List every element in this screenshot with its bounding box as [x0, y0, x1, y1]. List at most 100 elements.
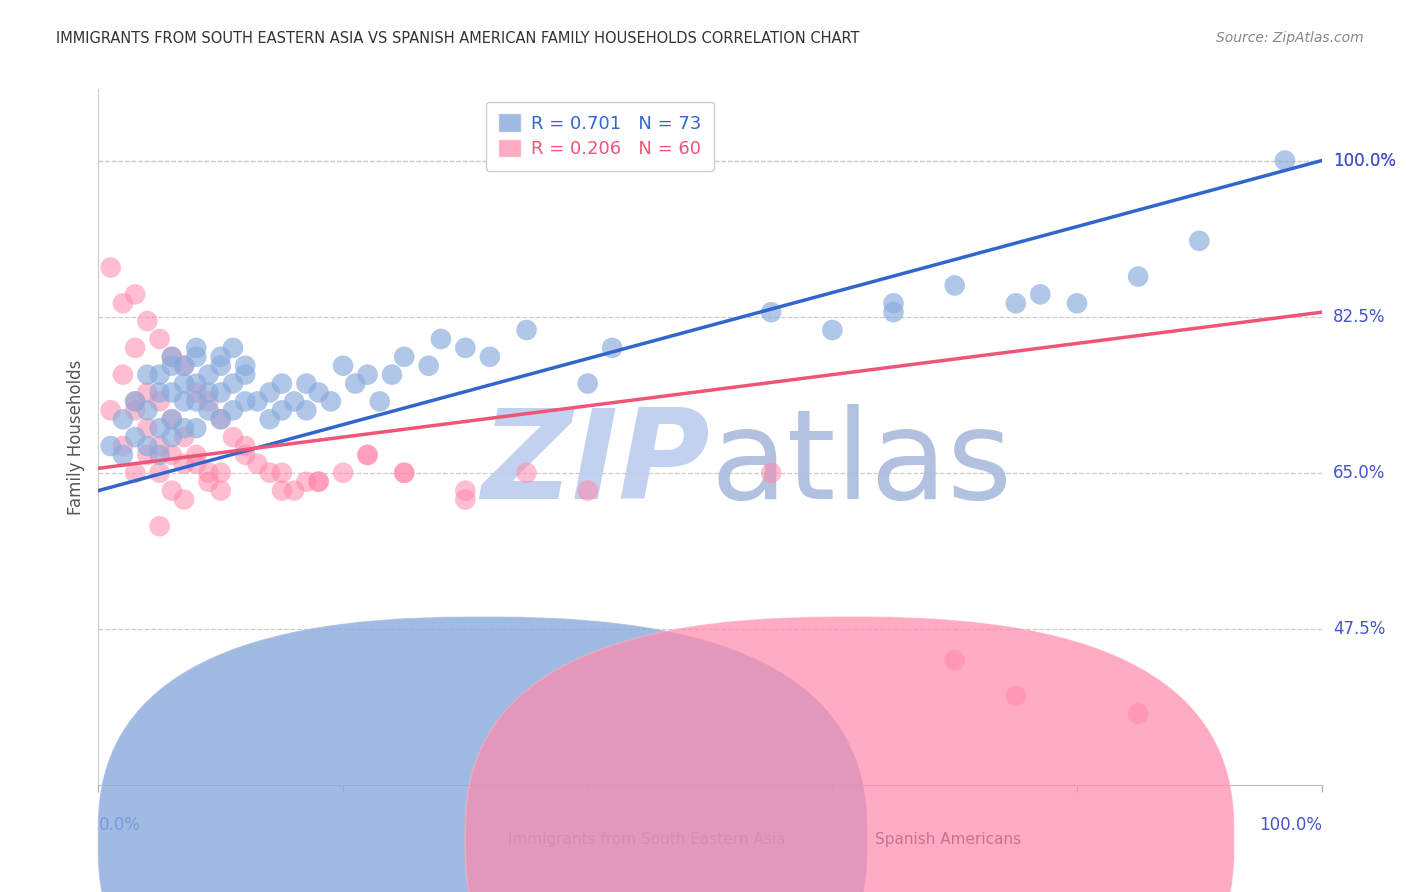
- Point: [160, 448, 183, 462]
- Point: [576, 376, 599, 391]
- Point: [222, 403, 245, 417]
- Point: [454, 483, 477, 498]
- Point: [186, 457, 208, 471]
- Point: [173, 359, 195, 373]
- Point: [344, 376, 367, 391]
- Text: Spanish Americans: Spanish Americans: [875, 831, 1021, 847]
- Point: [381, 368, 404, 382]
- Point: [173, 376, 195, 391]
- Point: [283, 394, 305, 409]
- Point: [149, 466, 172, 480]
- Point: [283, 483, 305, 498]
- Point: [124, 394, 146, 409]
- Text: 100.0%: 100.0%: [1333, 152, 1396, 169]
- Point: [124, 341, 146, 355]
- Point: [233, 448, 256, 462]
- Point: [197, 368, 219, 382]
- Point: [430, 332, 453, 346]
- Text: Immigrants from South Eastern Asia: Immigrants from South Eastern Asia: [508, 831, 786, 847]
- Point: [308, 475, 330, 489]
- Point: [883, 296, 905, 310]
- Point: [111, 439, 134, 453]
- Point: [883, 305, 905, 319]
- Point: [478, 350, 501, 364]
- Point: [943, 278, 966, 293]
- Point: [124, 430, 146, 444]
- Point: [209, 466, 232, 480]
- Point: [124, 403, 146, 417]
- Point: [173, 421, 195, 435]
- Point: [270, 466, 294, 480]
- Point: [600, 341, 623, 355]
- Point: [100, 439, 122, 453]
- Point: [149, 448, 172, 462]
- Point: [186, 421, 208, 435]
- Point: [308, 385, 330, 400]
- FancyBboxPatch shape: [465, 617, 1233, 892]
- Point: [124, 466, 146, 480]
- Point: [295, 376, 318, 391]
- Point: [209, 412, 232, 426]
- Point: [761, 466, 783, 480]
- Point: [149, 332, 172, 346]
- Point: [222, 341, 245, 355]
- Point: [259, 466, 281, 480]
- Legend: R = 0.701   N = 73, R = 0.206   N = 60: R = 0.701 N = 73, R = 0.206 N = 60: [486, 102, 714, 170]
- Point: [100, 403, 122, 417]
- Point: [454, 492, 477, 507]
- Point: [356, 368, 378, 382]
- Point: [186, 341, 208, 355]
- Point: [160, 412, 183, 426]
- Point: [270, 483, 294, 498]
- Point: [149, 394, 172, 409]
- Point: [160, 412, 183, 426]
- Point: [186, 394, 208, 409]
- Y-axis label: Family Households: Family Households: [66, 359, 84, 515]
- Point: [233, 368, 256, 382]
- Point: [233, 394, 256, 409]
- Point: [1128, 706, 1150, 721]
- Point: [270, 403, 294, 417]
- Point: [124, 287, 146, 301]
- Point: [136, 439, 159, 453]
- Point: [197, 466, 219, 480]
- Point: [111, 296, 134, 310]
- Point: [100, 260, 122, 275]
- Point: [197, 475, 219, 489]
- Point: [160, 350, 183, 364]
- Text: 100.0%: 100.0%: [1258, 815, 1322, 833]
- Point: [209, 385, 232, 400]
- Point: [173, 394, 195, 409]
- Point: [160, 350, 183, 364]
- Point: [111, 368, 134, 382]
- Point: [186, 376, 208, 391]
- Point: [124, 394, 146, 409]
- Point: [186, 385, 208, 400]
- Point: [160, 430, 183, 444]
- Point: [821, 323, 844, 337]
- Point: [186, 448, 208, 462]
- Point: [246, 457, 269, 471]
- Point: [356, 448, 378, 462]
- Point: [209, 359, 232, 373]
- Point: [136, 421, 159, 435]
- Point: [209, 483, 232, 498]
- Point: [149, 421, 172, 435]
- Point: [295, 403, 318, 417]
- Point: [197, 403, 219, 417]
- Text: 82.5%: 82.5%: [1333, 308, 1385, 326]
- Point: [392, 466, 416, 480]
- Point: [186, 350, 208, 364]
- Text: 47.5%: 47.5%: [1333, 620, 1385, 638]
- Point: [111, 448, 134, 462]
- Point: [259, 412, 281, 426]
- Point: [136, 314, 159, 328]
- Point: [332, 359, 354, 373]
- Point: [1029, 287, 1052, 301]
- Point: [1128, 269, 1150, 284]
- Point: [308, 475, 330, 489]
- Point: [136, 385, 159, 400]
- Point: [392, 350, 416, 364]
- Point: [246, 394, 269, 409]
- Point: [1274, 153, 1296, 168]
